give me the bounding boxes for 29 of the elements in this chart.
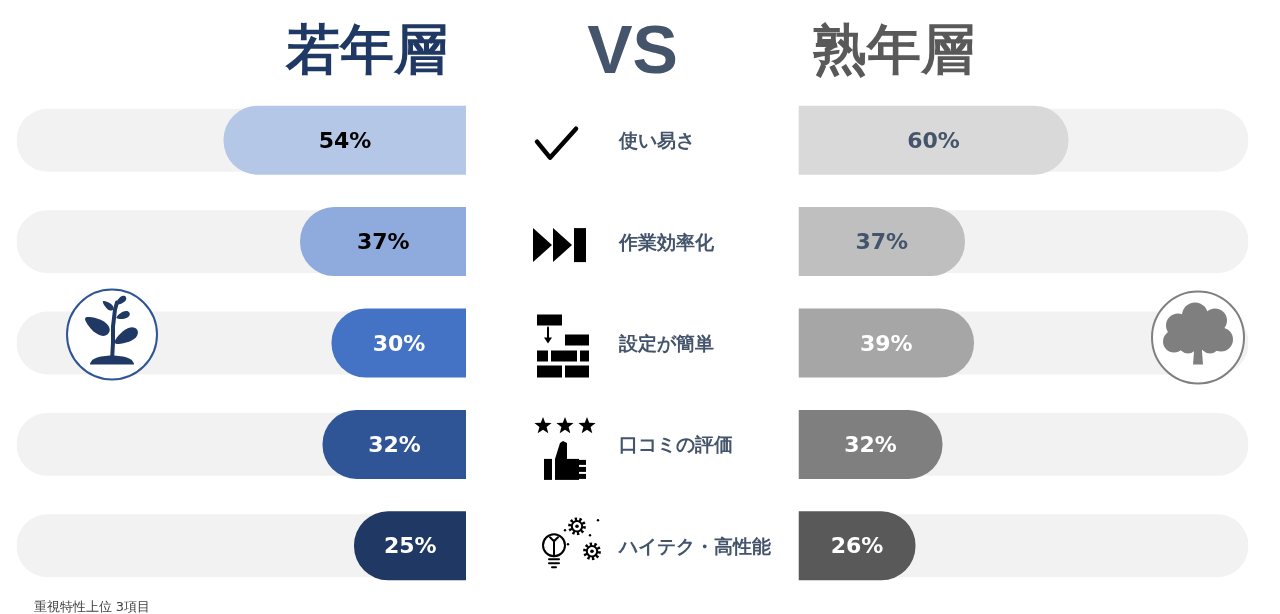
y-tick-label: 口コミの評価 — [618, 433, 733, 456]
bar — [300, 207, 466, 277]
data-label: 60% — [907, 127, 960, 153]
data-label: 25% — [383, 533, 437, 559]
bar — [322, 409, 466, 479]
y-tick-label: 設定が簡単 — [617, 332, 714, 354]
bar — [798, 511, 916, 581]
bar — [798, 105, 1069, 175]
bar — [798, 207, 965, 277]
bar — [223, 105, 466, 175]
chart-title: 熟年層 — [811, 17, 975, 81]
bar — [331, 308, 466, 378]
data-label: 26% — [830, 533, 884, 559]
data-label: 32% — [368, 431, 421, 457]
y-tick-label: 作業効率化 — [617, 230, 715, 253]
y-tick-label: ハイテク・高性能 — [616, 534, 771, 557]
data-label: 32% — [844, 431, 897, 457]
bar — [354, 511, 466, 581]
data-label: 30% — [372, 330, 426, 356]
bar — [798, 409, 943, 479]
data-label: 39% — [859, 330, 913, 356]
data-label: 37% — [855, 229, 909, 255]
chart-title: 若年層 — [284, 17, 448, 81]
data-label: 54% — [318, 127, 372, 153]
y-tick-label: 使い易さ — [617, 129, 695, 152]
data-label: 37% — [356, 229, 410, 255]
bar — [798, 308, 974, 378]
text: VS — [587, 10, 678, 87]
text: 重視特性上位 3項目 — [33, 599, 150, 614]
